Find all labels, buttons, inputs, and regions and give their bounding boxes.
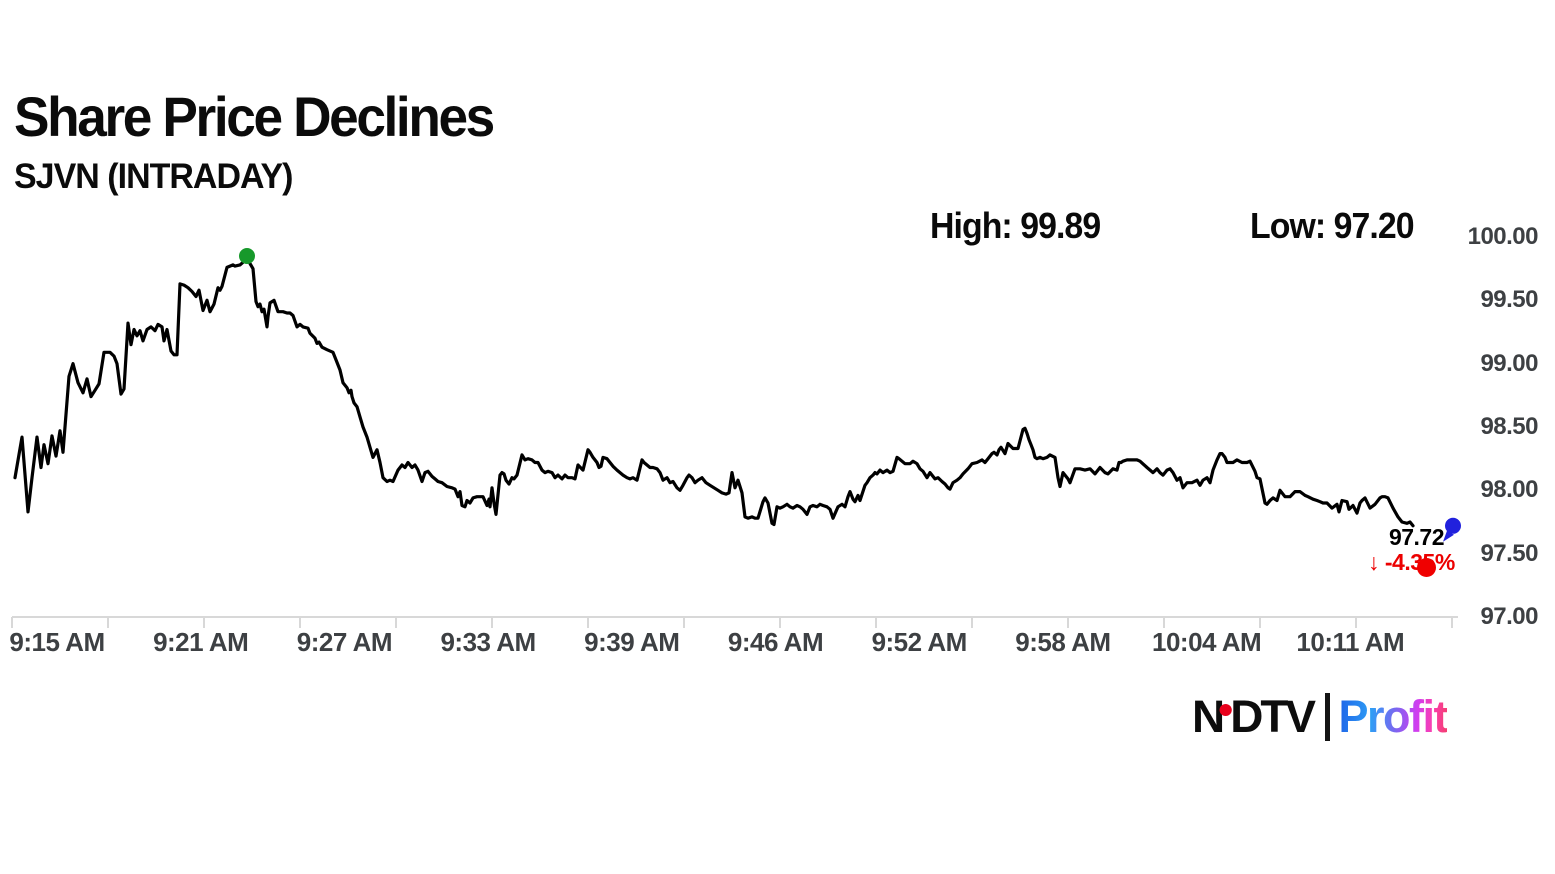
ndtv-letters-dtv: DTV bbox=[1230, 691, 1316, 742]
y-tick-label: 99.00 bbox=[1480, 349, 1538, 377]
x-tick-label: 9:58 AM bbox=[1015, 627, 1111, 657]
chart-subtitle: SJVN (INTRADAY) bbox=[14, 157, 293, 196]
ndtv-profit-logo: N DTV Profit bbox=[1192, 690, 1449, 744]
logo-separator bbox=[1324, 693, 1330, 741]
y-tick-label: 97.50 bbox=[1480, 539, 1538, 567]
x-tick-label: 9:52 AM bbox=[871, 627, 968, 657]
last-marker-dot bbox=[1445, 517, 1461, 534]
y-tick-label: 98.00 bbox=[1480, 476, 1538, 504]
x-tick-label: 9:15 AM bbox=[9, 627, 105, 657]
x-axis-ticks bbox=[11, 617, 1453, 628]
last-price-label: 97.72 bbox=[1388, 524, 1445, 550]
y-tick-label: 98.50 bbox=[1480, 413, 1538, 440]
y-tick-label: 100.00 bbox=[1467, 223, 1539, 250]
ndtv-red-dot-icon bbox=[1219, 704, 1232, 716]
red-marker-dot bbox=[1417, 558, 1436, 577]
price-line bbox=[13, 254, 1415, 528]
high-marker-dot bbox=[239, 248, 255, 264]
x-tick-label: 10:04 AM bbox=[1151, 627, 1262, 657]
change-label: ↓ -4.35% bbox=[1368, 549, 1455, 576]
ndtv-logo-text: N DTV bbox=[1192, 691, 1316, 743]
x-tick-label: 9:33 AM bbox=[440, 627, 536, 657]
x-tick-label: 10:11 AM bbox=[1296, 627, 1405, 657]
x-tick-label: 9:21 AM bbox=[153, 627, 249, 657]
low-stat-label: Low: 97.20 bbox=[1250, 205, 1415, 246]
x-tick-label: 9:39 AM bbox=[584, 627, 680, 657]
high-stat-label: High: 99.89 bbox=[930, 205, 1101, 246]
ndtv-letter-n: N bbox=[1192, 691, 1225, 742]
x-tick-label: 9:46 AM bbox=[727, 627, 824, 657]
y-tick-label: 97.00 bbox=[1480, 603, 1538, 630]
profit-logo-text: Profit bbox=[1338, 691, 1449, 742]
page-title: Share Price Declines bbox=[14, 85, 495, 148]
down-arrow-icon: ↓ bbox=[1368, 549, 1380, 575]
x-tick-label: 9:27 AM bbox=[296, 627, 393, 657]
y-tick-label: 99.50 bbox=[1480, 286, 1538, 314]
